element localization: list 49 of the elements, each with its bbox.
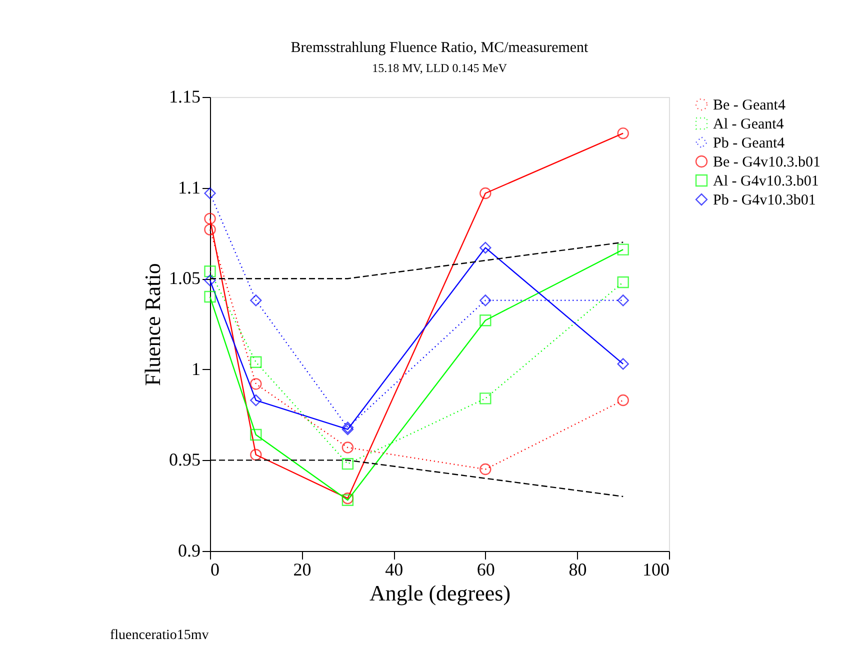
- x-tick-label: 40: [385, 560, 404, 580]
- point: [204, 187, 216, 200]
- text: fluenceratio15mv: [110, 628, 209, 643]
- y-tick-label: 1.1: [178, 177, 200, 198]
- point: [480, 294, 492, 306]
- y-tick-label: 0.95: [169, 450, 200, 470]
- point: [250, 428, 262, 441]
- point: [617, 294, 629, 306]
- x-tick-label: 100: [642, 560, 670, 580]
- legend-label: Al - Geant4: [713, 116, 784, 132]
- legend-label: Pb - G4v10.3b01: [713, 192, 816, 208]
- x-tick-label: 0: [210, 560, 220, 580]
- point: [617, 276, 629, 288]
- y-tick-label: 1.05: [169, 268, 200, 288]
- point: [250, 294, 262, 306]
- point: [480, 392, 492, 404]
- y-tick-label: 1: [192, 358, 200, 379]
- point: [250, 378, 262, 390]
- y-axis-title: Fluence Ratio: [140, 263, 165, 386]
- legend-label: Be - Geant4: [713, 98, 786, 114]
- legend-label: Al - G4v10.3.b01: [713, 174, 819, 190]
- legend-label: Be - G4v10.3.b01: [713, 154, 820, 170]
- point: [204, 290, 216, 303]
- point: [204, 274, 216, 286]
- chart-title: Bremsstrahlung Fluence Ratio, MC/measurement: [290, 40, 590, 56]
- point: [617, 244, 629, 256]
- point: [617, 394, 629, 406]
- point: [204, 224, 216, 236]
- point: [480, 463, 492, 476]
- point: [204, 212, 216, 225]
- point: [250, 356, 262, 368]
- point: [617, 358, 629, 370]
- chart-subtitle: 15.18 MV, LLD 0.145 MeV: [372, 61, 508, 75]
- point: [250, 394, 262, 406]
- point: [480, 314, 492, 326]
- legend-label: Pb - Geant4: [713, 136, 786, 152]
- x-tick-label: 80: [568, 560, 587, 580]
- point: [617, 127, 629, 140]
- x-tick-label: 20: [293, 560, 312, 580]
- point: [480, 187, 492, 200]
- x-tick-label: 60: [476, 560, 495, 580]
- point: [204, 265, 216, 278]
- point: [342, 442, 354, 454]
- point: [480, 242, 492, 254]
- y-tick-label: 0.9: [178, 540, 200, 560]
- point: [342, 458, 354, 470]
- y-tick-label: 1.15: [169, 86, 200, 106]
- point: [250, 448, 262, 461]
- x-axis-title: Angle (degrees): [369, 580, 511, 606]
